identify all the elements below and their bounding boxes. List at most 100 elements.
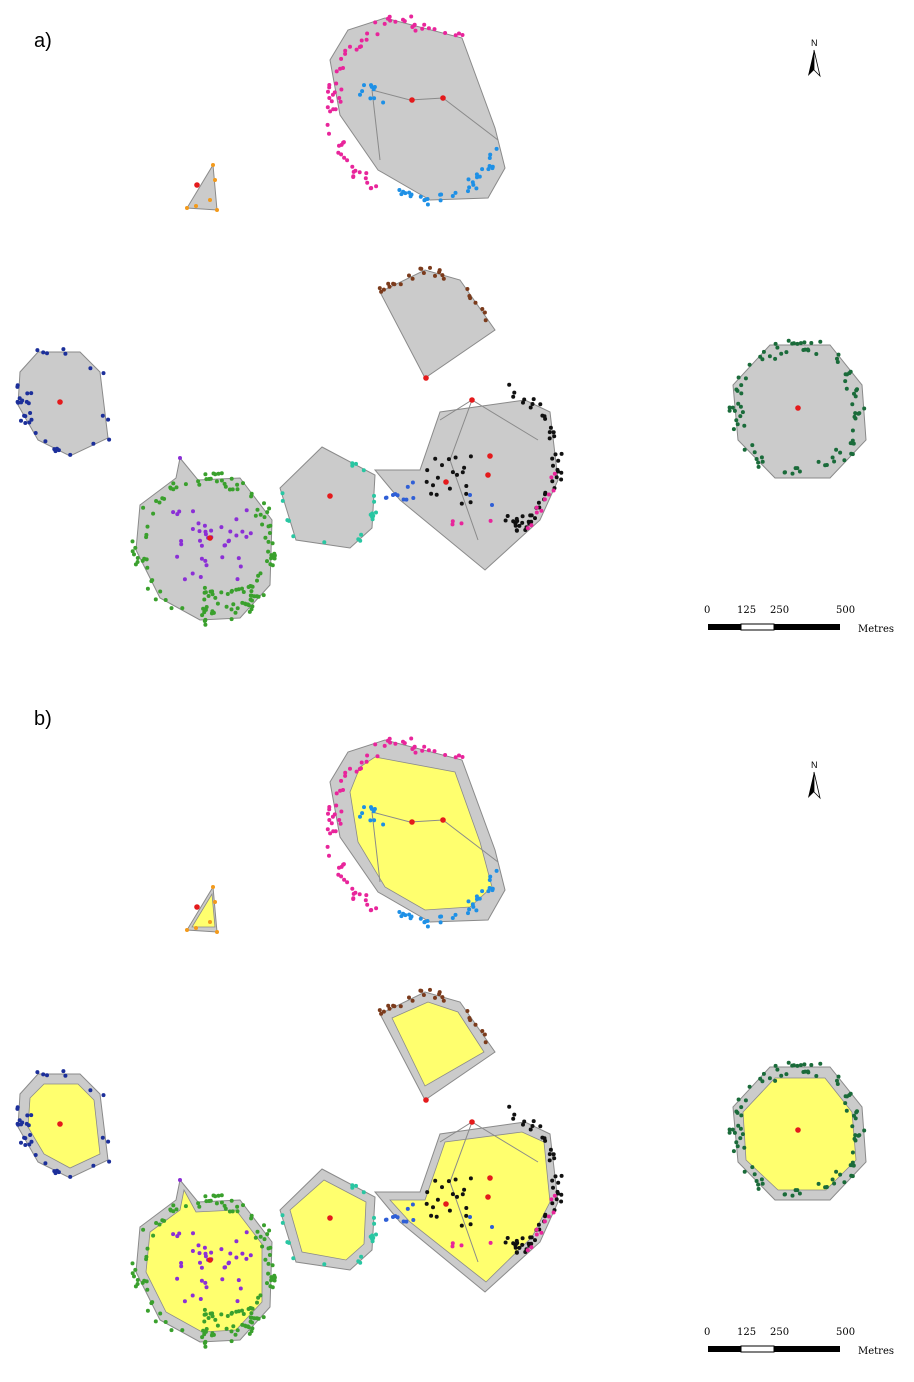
location-point <box>219 1193 224 1198</box>
location-point <box>351 175 356 179</box>
location-point <box>425 924 430 929</box>
centroid-point <box>487 453 493 459</box>
location-point <box>204 1327 209 1331</box>
location-point <box>240 1251 245 1256</box>
location-point <box>490 503 494 507</box>
location-point <box>256 573 261 578</box>
location-point <box>473 300 478 305</box>
location-point <box>204 563 209 568</box>
location-point <box>339 778 344 783</box>
location-point <box>53 449 58 454</box>
location-point <box>234 1239 239 1244</box>
location-point <box>455 472 459 477</box>
location-point <box>740 410 745 415</box>
location-point <box>851 441 856 446</box>
location-point <box>375 754 380 759</box>
location-point <box>244 508 249 513</box>
location-point <box>756 1186 761 1191</box>
location-point <box>517 1245 522 1250</box>
location-point <box>199 1278 204 1283</box>
location-point <box>379 289 384 294</box>
location-point <box>210 1311 215 1316</box>
location-point <box>547 1158 552 1163</box>
location-point <box>440 463 444 468</box>
location-point <box>267 1253 272 1257</box>
location-point <box>850 402 855 407</box>
location-point <box>145 524 150 529</box>
location-point <box>420 748 425 753</box>
location-point <box>844 386 849 391</box>
location-point <box>443 753 448 757</box>
location-point <box>836 1074 841 1079</box>
location-point <box>855 1109 859 1114</box>
location-point <box>453 190 458 195</box>
location-point <box>738 404 743 409</box>
location-point <box>280 1220 285 1225</box>
location-point <box>266 1271 271 1276</box>
location-point <box>241 1312 246 1316</box>
location-point <box>266 524 271 529</box>
location-point <box>231 602 236 607</box>
location-point <box>331 107 336 112</box>
location-point <box>552 471 557 476</box>
location-point <box>482 310 487 315</box>
location-point <box>370 511 375 516</box>
location-point <box>133 1267 138 1272</box>
location-point <box>750 443 755 448</box>
location-point <box>287 1240 291 1245</box>
location-point <box>256 594 261 599</box>
scale-bar-tick-250: 250 <box>770 605 789 616</box>
location-point <box>480 167 485 172</box>
location-point <box>395 1215 400 1220</box>
location-point <box>374 510 378 515</box>
location-point <box>171 510 176 515</box>
location-point <box>459 501 464 506</box>
location-point <box>107 1159 112 1164</box>
location-point <box>246 1325 251 1330</box>
location-point <box>210 609 215 614</box>
location-point <box>486 167 491 172</box>
location-point <box>464 1206 469 1210</box>
location-point <box>738 414 743 419</box>
location-point <box>372 85 377 89</box>
location-point <box>410 1202 415 1207</box>
location-point <box>130 1261 135 1266</box>
location-point <box>487 164 492 168</box>
location-point <box>255 1300 259 1305</box>
location-point <box>862 406 867 411</box>
location-point <box>410 747 415 751</box>
location-point <box>209 528 214 533</box>
location-point <box>151 1233 156 1238</box>
location-point <box>736 375 741 380</box>
location-point <box>291 1256 296 1261</box>
location-point <box>556 469 560 474</box>
location-point <box>488 874 493 879</box>
location-point <box>228 1251 233 1256</box>
location-point <box>168 486 173 491</box>
location-point <box>372 499 377 504</box>
hull-brown <box>379 269 496 379</box>
location-point <box>450 1241 455 1246</box>
location-point <box>370 1233 375 1238</box>
location-point <box>327 853 331 858</box>
location-point <box>547 436 552 441</box>
location-point <box>511 1241 516 1246</box>
location-point <box>742 1145 747 1150</box>
north-arrow-icon: N <box>808 38 821 78</box>
location-point <box>464 1213 469 1218</box>
location-point <box>520 520 525 525</box>
location-point <box>838 450 843 455</box>
centroid-point <box>207 535 213 541</box>
location-point <box>133 1284 138 1289</box>
location-point <box>343 48 348 53</box>
location-point <box>520 514 525 519</box>
location-point <box>473 1022 478 1027</box>
location-point <box>210 589 215 594</box>
north-arrow-right-half <box>813 771 821 800</box>
location-point <box>392 282 397 287</box>
location-point <box>369 805 373 810</box>
panel-label-a: a) <box>34 30 52 52</box>
location-point <box>824 1185 829 1189</box>
location-point <box>227 1260 231 1265</box>
location-point <box>795 466 800 471</box>
